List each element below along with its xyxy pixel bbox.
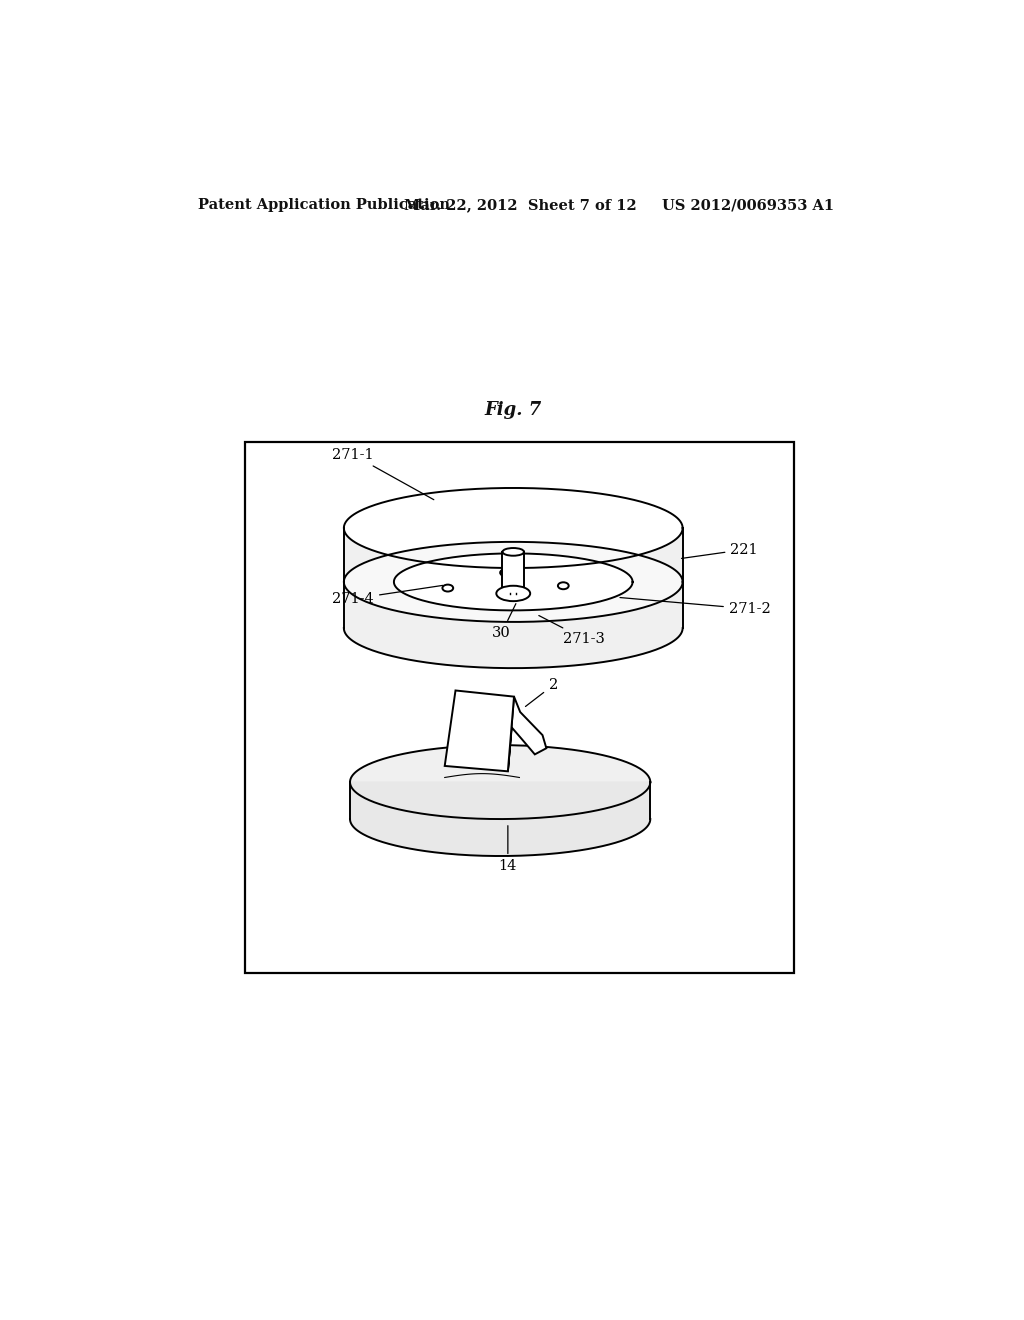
- Text: Fig. 7: Fig. 7: [484, 401, 542, 418]
- Text: 271-3: 271-3: [539, 615, 605, 645]
- Ellipse shape: [500, 569, 511, 576]
- Polygon shape: [344, 543, 683, 622]
- Polygon shape: [394, 553, 633, 610]
- Text: 271-1: 271-1: [333, 447, 434, 500]
- Text: US 2012/0069353 A1: US 2012/0069353 A1: [662, 198, 834, 213]
- Polygon shape: [344, 528, 683, 668]
- Text: 2: 2: [525, 678, 558, 706]
- Text: Patent Application Publication: Patent Application Publication: [199, 198, 451, 213]
- Text: Mar. 22, 2012  Sheet 7 of 12: Mar. 22, 2012 Sheet 7 of 12: [403, 198, 637, 213]
- Ellipse shape: [503, 548, 524, 556]
- Polygon shape: [444, 690, 514, 771]
- Polygon shape: [350, 781, 650, 855]
- Polygon shape: [503, 552, 524, 594]
- Text: 271-4: 271-4: [333, 585, 442, 606]
- Polygon shape: [508, 697, 547, 771]
- Text: 30: 30: [493, 603, 516, 640]
- Polygon shape: [344, 488, 683, 568]
- Text: 271-2: 271-2: [620, 598, 771, 616]
- Bar: [245, 442, 795, 973]
- Ellipse shape: [442, 585, 454, 591]
- Polygon shape: [350, 746, 650, 818]
- Text: 14: 14: [499, 826, 517, 873]
- Ellipse shape: [497, 586, 530, 601]
- Text: 221: 221: [682, 543, 758, 558]
- Ellipse shape: [558, 582, 568, 589]
